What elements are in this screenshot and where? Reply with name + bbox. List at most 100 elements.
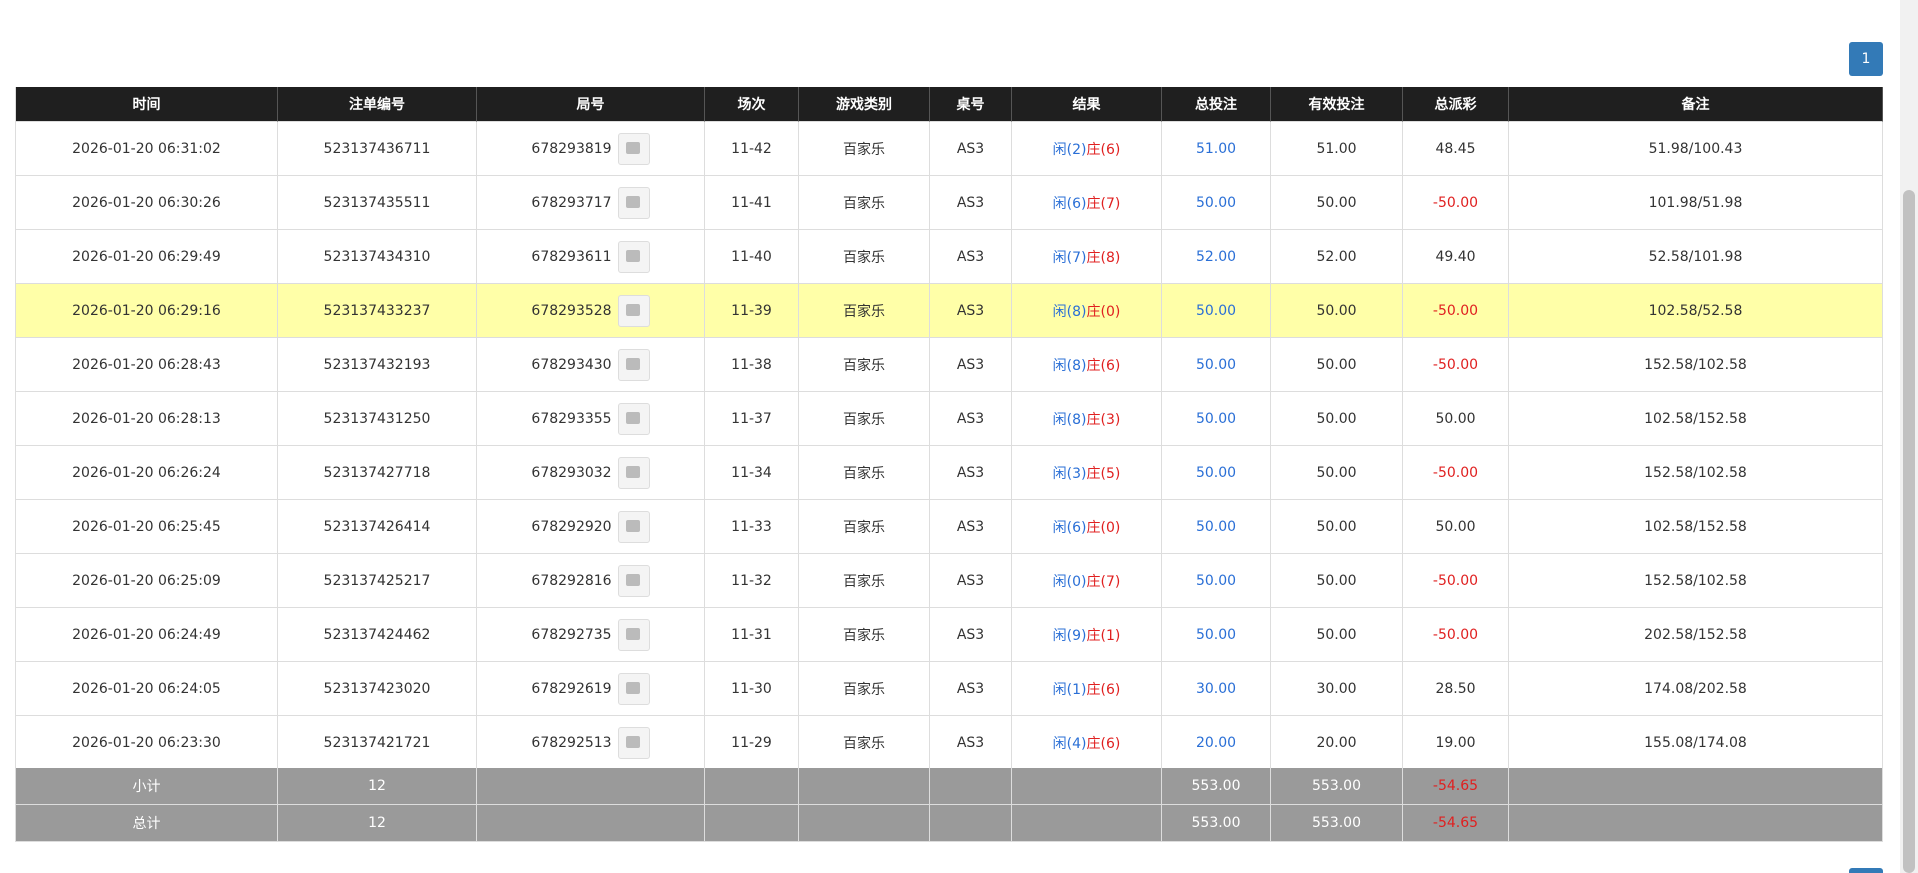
bet-text: 20.00 bbox=[1195, 734, 1237, 751]
page-button[interactable]: 1 bbox=[1849, 42, 1883, 76]
table-cell: 百家乐 bbox=[799, 662, 930, 716]
table-cell: 闲(2) 庄(6) bbox=[1012, 122, 1162, 176]
table-cell: 51.98/100.43 bbox=[1509, 122, 1883, 176]
id-text: 523137434310 bbox=[323, 248, 431, 265]
table-cell: AS3 bbox=[930, 392, 1012, 446]
header-cell: 有效投注 bbox=[1271, 87, 1403, 122]
valid-text: 50.00 bbox=[1316, 410, 1357, 427]
remark-text: 155.08/174.08 bbox=[1644, 734, 1747, 751]
scene-text: 11-39 bbox=[731, 302, 772, 319]
result-player: 闲(4) bbox=[1052, 735, 1087, 752]
table-cell: 678292513 bbox=[477, 716, 705, 770]
table-cell: 678293717 bbox=[477, 176, 705, 230]
table-cell: -50.00 bbox=[1403, 608, 1509, 662]
table-cell: 678293611 bbox=[477, 230, 705, 284]
payout-text: 28.50 bbox=[1435, 680, 1476, 697]
replay-icon[interactable] bbox=[617, 348, 650, 381]
footer-cell: 12 bbox=[278, 805, 477, 842]
table-cell: 50.00 bbox=[1271, 392, 1403, 446]
result-banker: 庄(7) bbox=[1086, 573, 1121, 590]
result-player: 闲(1) bbox=[1052, 681, 1087, 698]
replay-icon[interactable] bbox=[617, 240, 650, 273]
header-text: 时间 bbox=[132, 97, 161, 113]
replay-icon[interactable] bbox=[617, 618, 650, 651]
time-text: 2026-01-20 06:24:05 bbox=[72, 680, 221, 697]
header-text: 局号 bbox=[576, 97, 605, 113]
remark-text: 152.58/102.58 bbox=[1644, 464, 1747, 481]
valid-text: 50.00 bbox=[1316, 626, 1357, 643]
table-cell: 50.00 bbox=[1271, 176, 1403, 230]
payout-text: 48.45 bbox=[1435, 140, 1476, 157]
table-cell: 2026-01-20 06:30:26 bbox=[15, 176, 278, 230]
bet-text: 50.00 bbox=[1195, 518, 1237, 535]
replay-icon[interactable] bbox=[617, 456, 650, 489]
footer-cell bbox=[930, 805, 1012, 842]
result-banker: 庄(7) bbox=[1086, 195, 1121, 212]
table-cell: 50.00 bbox=[1162, 608, 1271, 662]
table-cell: 152.58/102.58 bbox=[1509, 338, 1883, 392]
remark-text: 174.08/202.58 bbox=[1644, 680, 1747, 697]
desk-text: AS3 bbox=[956, 140, 985, 157]
round-text: 678293528 bbox=[531, 302, 612, 319]
valid-text: 50.00 bbox=[1316, 356, 1357, 373]
table-cell: 11-33 bbox=[705, 500, 799, 554]
header-cell: 游戏类别 bbox=[799, 87, 930, 122]
desk-text: AS3 bbox=[956, 356, 985, 373]
table-cell: 闲(6) 庄(0) bbox=[1012, 500, 1162, 554]
table-cell: AS3 bbox=[930, 176, 1012, 230]
remark-text: 52.58/101.98 bbox=[1648, 248, 1743, 265]
round-text: 678292816 bbox=[531, 572, 612, 589]
replay-icon[interactable] bbox=[617, 726, 650, 759]
game-text: 百家乐 bbox=[843, 411, 885, 428]
scene-text: 11-40 bbox=[731, 248, 772, 265]
table-cell: 50.00 bbox=[1271, 338, 1403, 392]
game-text: 百家乐 bbox=[843, 141, 885, 158]
label-text: 总计 bbox=[132, 816, 161, 832]
replay-icon[interactable] bbox=[617, 510, 650, 543]
count-text: 12 bbox=[368, 778, 386, 794]
id-text: 523137425217 bbox=[323, 572, 431, 589]
scene-text: 11-41 bbox=[731, 194, 772, 211]
game-text: 百家乐 bbox=[843, 681, 885, 698]
game-text: 百家乐 bbox=[843, 735, 885, 752]
valid-text: 50.00 bbox=[1316, 194, 1357, 211]
table-cell: 152.58/102.58 bbox=[1509, 446, 1883, 500]
replay-icon[interactable] bbox=[617, 294, 650, 327]
replay-icon[interactable] bbox=[617, 132, 650, 165]
desk-text: AS3 bbox=[956, 680, 985, 697]
replay-icon[interactable] bbox=[617, 564, 650, 597]
result-banker: 庄(6) bbox=[1086, 735, 1121, 752]
time-text: 2026-01-20 06:26:24 bbox=[72, 464, 221, 481]
footer-cell bbox=[477, 805, 705, 842]
footer-cell bbox=[799, 768, 930, 805]
desk-text: AS3 bbox=[956, 734, 985, 751]
desk-text: AS3 bbox=[956, 518, 985, 535]
result-player: 闲(7) bbox=[1052, 249, 1087, 266]
table-cell: 50.00 bbox=[1271, 500, 1403, 554]
result-player: 闲(8) bbox=[1052, 303, 1087, 320]
table-cell: AS3 bbox=[930, 338, 1012, 392]
table-cell: 523137432193 bbox=[278, 338, 477, 392]
payout-text: -54.65 bbox=[1432, 778, 1479, 794]
id-text: 523137427718 bbox=[323, 464, 431, 481]
table-cell: 202.58/152.58 bbox=[1509, 608, 1883, 662]
valid-text: 30.00 bbox=[1316, 680, 1357, 697]
replay-icon[interactable] bbox=[617, 186, 650, 219]
result-player: 闲(9) bbox=[1052, 627, 1087, 644]
bet-text: 553.00 bbox=[1191, 778, 1241, 794]
time-text: 2026-01-20 06:29:49 bbox=[72, 248, 221, 265]
id-text: 523137432193 bbox=[323, 356, 431, 373]
table-cell: AS3 bbox=[930, 608, 1012, 662]
footer-cell bbox=[1012, 805, 1162, 842]
replay-icon[interactable] bbox=[617, 402, 650, 435]
table-cell: 2026-01-20 06:28:13 bbox=[15, 392, 278, 446]
replay-icon[interactable] bbox=[617, 672, 650, 705]
table-cell: 678293430 bbox=[477, 338, 705, 392]
table-cell: AS3 bbox=[930, 122, 1012, 176]
table-cell: 2026-01-20 06:24:05 bbox=[15, 662, 278, 716]
remark-text: 202.58/152.58 bbox=[1644, 626, 1747, 643]
scene-text: 11-38 bbox=[731, 356, 772, 373]
table-cell: 50.00 bbox=[1403, 392, 1509, 446]
table-cell: 523137433237 bbox=[278, 284, 477, 338]
table-cell: 50.00 bbox=[1271, 284, 1403, 338]
